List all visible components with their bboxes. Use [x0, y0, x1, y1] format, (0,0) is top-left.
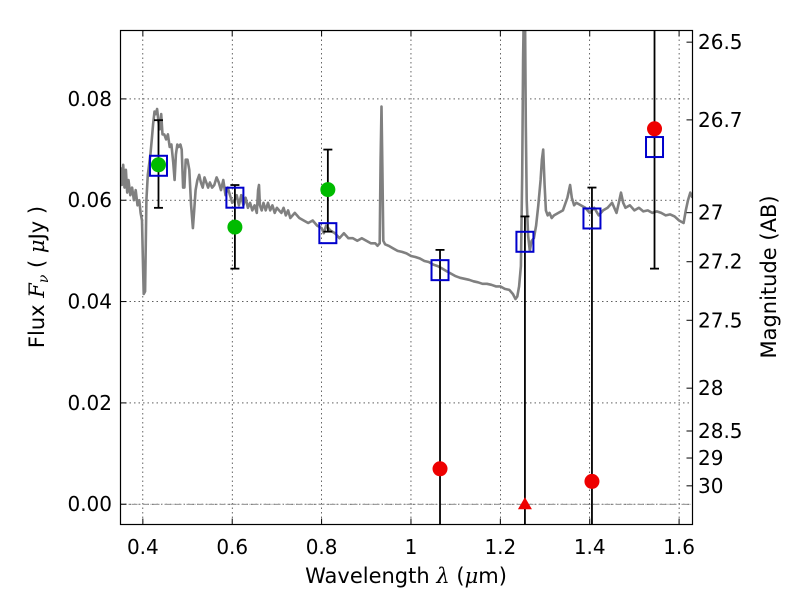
magnitude-axis-ticks: 26.5 26.7 27 27.2 27.5 28 28.5 29 30 [686, 30, 743, 498]
nir-marker [584, 473, 600, 489]
x-tick-label: 0.6 [216, 535, 248, 559]
x-tick-label: 1.2 [484, 535, 516, 559]
detection-marker [227, 219, 243, 235]
plot-frame [119, 29, 694, 526]
grid-lines [120, 30, 693, 525]
model-band-square [225, 186, 245, 209]
upper-limit-marker [517, 497, 532, 510]
model-spectrum-line [120, 30, 693, 301]
x-tick-label: 1.6 [663, 535, 695, 559]
x-tick-label: 0.8 [306, 535, 338, 559]
detection-marker [320, 182, 336, 198]
model-band-square [148, 154, 168, 177]
y-axis-ticks: 0.00 0.02 0.04 0.06 0.08 [67, 87, 127, 516]
y-tick-label: 0.06 [67, 188, 112, 212]
mag-tick-label: 30 [698, 474, 723, 498]
mag-tick-label: 27.5 [698, 308, 743, 332]
mag-tick-label: 26.7 [698, 108, 743, 132]
mag-tick-label: 29 [698, 446, 723, 470]
y-axis-label: Flux Fν ( μJy ) [25, 206, 52, 348]
error-bars-layer [153, 30, 660, 525]
photometry-markers-layer [150, 121, 663, 510]
y-tick-label: 0.00 [67, 492, 112, 516]
nir-marker [432, 461, 448, 477]
model-band-square [515, 230, 535, 253]
x-tick-label: 0.4 [127, 535, 159, 559]
y-tick-label: 0.04 [67, 290, 112, 314]
detection-marker [150, 157, 166, 173]
mag-tick-label: 27 [698, 201, 723, 225]
model-band-square [645, 136, 665, 159]
y-tick-label: 0.08 [67, 87, 112, 111]
x-axis-ticks: 0.4 0.6 0.8 1 1.2 1.4 1.6 [127, 30, 695, 559]
x-tick-label: 1.4 [574, 535, 606, 559]
model-band-square [318, 222, 338, 245]
x-tick-label: 1 [405, 535, 418, 559]
y-tick-label: 0.02 [67, 391, 112, 415]
model-spectrum-layer [120, 30, 693, 301]
model-band-square [430, 259, 450, 282]
magnitude-axis-label: Magnitude (AB) [757, 195, 781, 358]
model-band-square [582, 207, 602, 230]
nir-marker [647, 121, 663, 137]
mag-tick-label: 26.5 [698, 30, 743, 54]
mag-tick-label: 27.2 [698, 250, 743, 274]
mag-tick-label: 28 [698, 376, 723, 400]
mag-tick-label: 28.5 [698, 419, 743, 443]
x-axis-label: Wavelength λ (μm) [305, 564, 507, 588]
model-band-squares-layer [148, 136, 665, 282]
